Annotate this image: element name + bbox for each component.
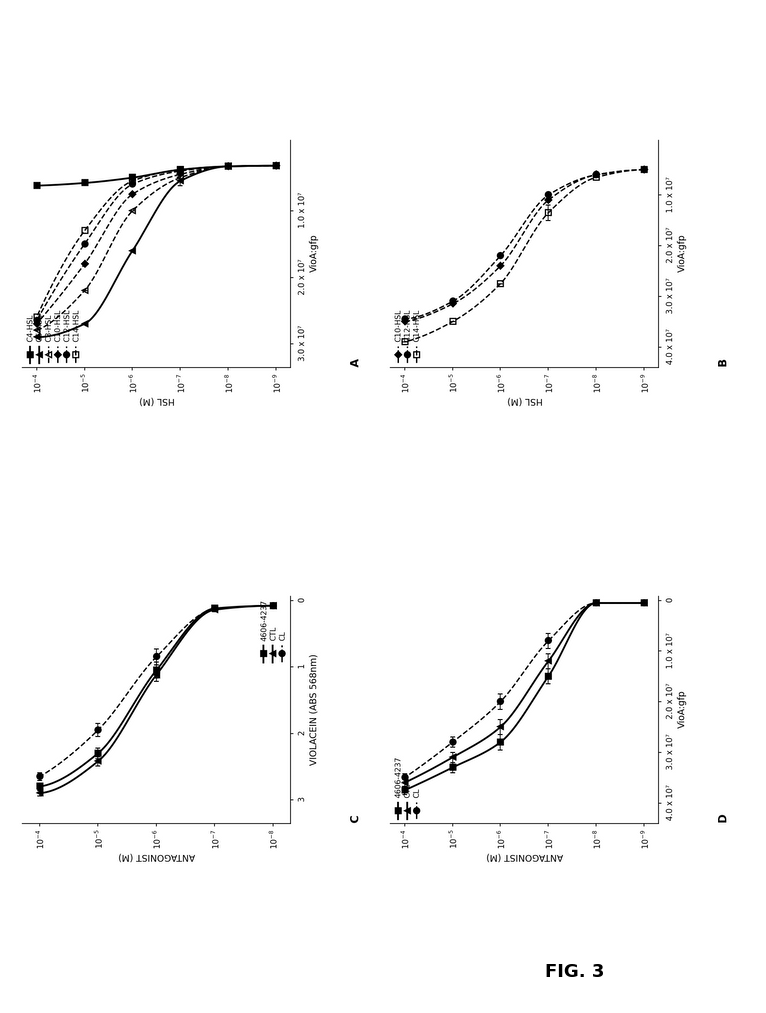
Text: FIG. 3: FIG. 3 bbox=[545, 963, 604, 982]
